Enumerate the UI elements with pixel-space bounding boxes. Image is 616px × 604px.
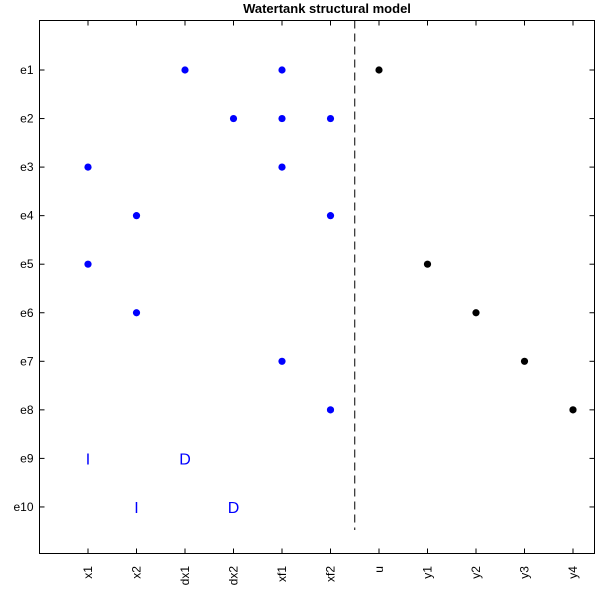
annotation-label: D <box>228 500 240 517</box>
x-tick-label: xf1 <box>275 566 289 582</box>
y-tick-label: e8 <box>20 403 34 417</box>
annotation-label: I <box>86 451 90 468</box>
data-points <box>84 66 577 414</box>
x-tick-label: x1 <box>81 566 95 579</box>
data-point <box>278 66 286 74</box>
data-point <box>326 406 335 414</box>
data-point <box>132 212 141 220</box>
y-tick-label: e2 <box>20 112 34 126</box>
y-tick-label: e7 <box>20 354 34 368</box>
y-tick-label: e9 <box>20 451 34 465</box>
x-tick-label: y1 <box>421 566 435 579</box>
y-tick-label: e6 <box>20 306 34 320</box>
plot-area-frame <box>39 20 595 554</box>
x-tick-label: y3 <box>518 566 532 579</box>
data-point <box>520 357 529 365</box>
x-tick-label: dx1 <box>178 566 192 586</box>
data-point <box>278 114 286 123</box>
data-point <box>84 260 92 268</box>
y-axis: e1 e2 e3 e4 e5 e6 e7 e8 e9 e10 <box>13 63 595 514</box>
y-tick-label: e1 <box>20 63 34 77</box>
y-tick-label: e3 <box>20 160 34 174</box>
data-point <box>132 309 141 317</box>
x-tick-label: y2 <box>469 566 483 579</box>
data-point <box>84 163 92 171</box>
data-point <box>569 406 577 414</box>
y-tick-label: e10 <box>13 500 33 514</box>
x-tick-label: u <box>372 566 386 573</box>
chart-title: Watertank structural model <box>243 1 411 16</box>
data-point <box>278 163 286 171</box>
x-tick-label: y4 <box>566 566 580 579</box>
annotations: I D I D <box>86 451 240 517</box>
data-point <box>326 114 335 123</box>
data-point <box>326 212 335 220</box>
data-point <box>181 66 189 74</box>
x-tick-label: x2 <box>130 566 144 579</box>
x-tick-label: xf2 <box>324 566 338 582</box>
y-tick-label: e4 <box>20 209 34 223</box>
data-point <box>229 114 238 123</box>
y-tick-label: e5 <box>20 257 34 271</box>
data-point <box>278 357 286 365</box>
data-point <box>423 260 432 268</box>
x-axis: x1 x2 dx1 dx2 xf1 xf2 u y1 y2 y3 y4 <box>81 20 580 586</box>
annotation-label: I <box>134 500 138 517</box>
data-point <box>472 309 480 317</box>
x-tick-label: dx2 <box>227 566 241 586</box>
data-point <box>375 66 383 74</box>
annotation-label: D <box>179 451 191 468</box>
